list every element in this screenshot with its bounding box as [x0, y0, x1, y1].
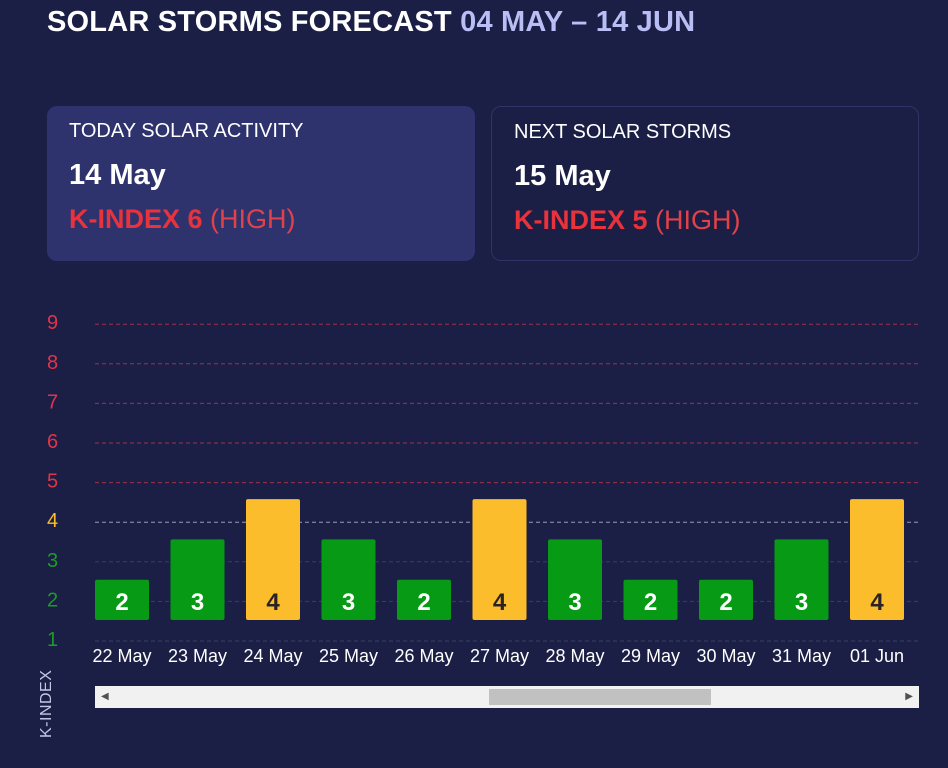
card-kindex: K-INDEX 5 [514, 205, 648, 235]
bar-value-label: 3 [191, 589, 204, 616]
bar-value-label: 4 [870, 589, 884, 616]
y-axis-title: K-INDEX [38, 669, 55, 738]
bar [774, 539, 829, 620]
x-tick-label: 25 May [319, 646, 378, 666]
bar-value-label: 3 [568, 589, 581, 616]
y-tick-label: 7 [47, 391, 58, 413]
x-tick-label: 23 May [168, 646, 227, 666]
chart-scrollbar[interactable]: ◀ ▶ [95, 686, 919, 708]
y-tick-label: 2 [47, 589, 58, 611]
next-storms-card: NEXT SOLAR STORMS 15 May K-INDEX 5 (HIGH… [491, 106, 919, 261]
y-tick-label: 4 [47, 510, 58, 532]
y-tick-label: 5 [47, 471, 58, 493]
bar [623, 579, 678, 620]
x-tick-label: 29 May [621, 646, 680, 666]
page-title: SOLAR STORMS FORECAST 04 MAY – 14 JUN [47, 6, 695, 39]
bar [472, 499, 527, 620]
card-level: (HIGH) [655, 205, 741, 235]
y-tick-label: 6 [47, 431, 58, 453]
card-date: 14 May [69, 159, 166, 191]
bar-value-label: 4 [493, 589, 507, 616]
x-tick-label: 26 May [394, 646, 453, 666]
x-tick-label: 30 May [696, 646, 755, 666]
bar [397, 579, 451, 620]
scroll-right-icon[interactable]: ▶ [905, 691, 913, 702]
kindex-chart: 1 2 3 4 5 6 7 8 9 2 22 May 3 23 May 4 24 May 3 25 May 2 26… [47, 312, 919, 666]
card-kindex: K-INDEX 6 [69, 204, 203, 234]
x-tick-label: 22 May [92, 646, 151, 666]
bar [850, 499, 904, 620]
x-tick-label: 24 May [243, 646, 302, 666]
bar [548, 539, 602, 620]
x-tick-label: 31 May [772, 646, 831, 666]
y-tick-label: 9 [47, 312, 58, 334]
card-level: (HIGH) [210, 204, 296, 234]
bar [699, 579, 753, 620]
bar-value-label: 3 [795, 589, 808, 616]
today-activity-card: TODAY SOLAR ACTIVITY 14 May K-INDEX 6 (H… [47, 106, 475, 261]
bar [246, 499, 300, 620]
card-label: NEXT SOLAR STORMS [514, 121, 732, 143]
bar [95, 579, 149, 620]
title-text: SOLAR STORMS FORECAST [47, 6, 452, 38]
scroll-left-icon[interactable]: ◀ [101, 691, 109, 702]
bar-value-label: 4 [266, 589, 280, 616]
x-tick-label: 28 May [545, 646, 604, 666]
bar-value-label: 2 [115, 589, 128, 616]
card-label: TODAY SOLAR ACTIVITY [69, 120, 304, 142]
y-tick-label: 1 [47, 629, 58, 651]
scrollbar-thumb[interactable] [489, 689, 711, 705]
bar-value-label: 2 [719, 589, 732, 616]
bar [321, 539, 376, 620]
bar [170, 539, 225, 620]
y-tick-label: 8 [47, 352, 58, 374]
bar-value-label: 3 [342, 589, 355, 616]
card-date: 15 May [514, 160, 611, 192]
x-tick-label: 27 May [470, 646, 529, 666]
x-tick-label: 01 Jun [850, 646, 904, 666]
bar-value-label: 2 [644, 589, 657, 616]
date-range: 04 MAY – 14 JUN [460, 6, 696, 38]
y-tick-label: 3 [47, 550, 58, 572]
bar-value-label: 2 [417, 589, 430, 616]
